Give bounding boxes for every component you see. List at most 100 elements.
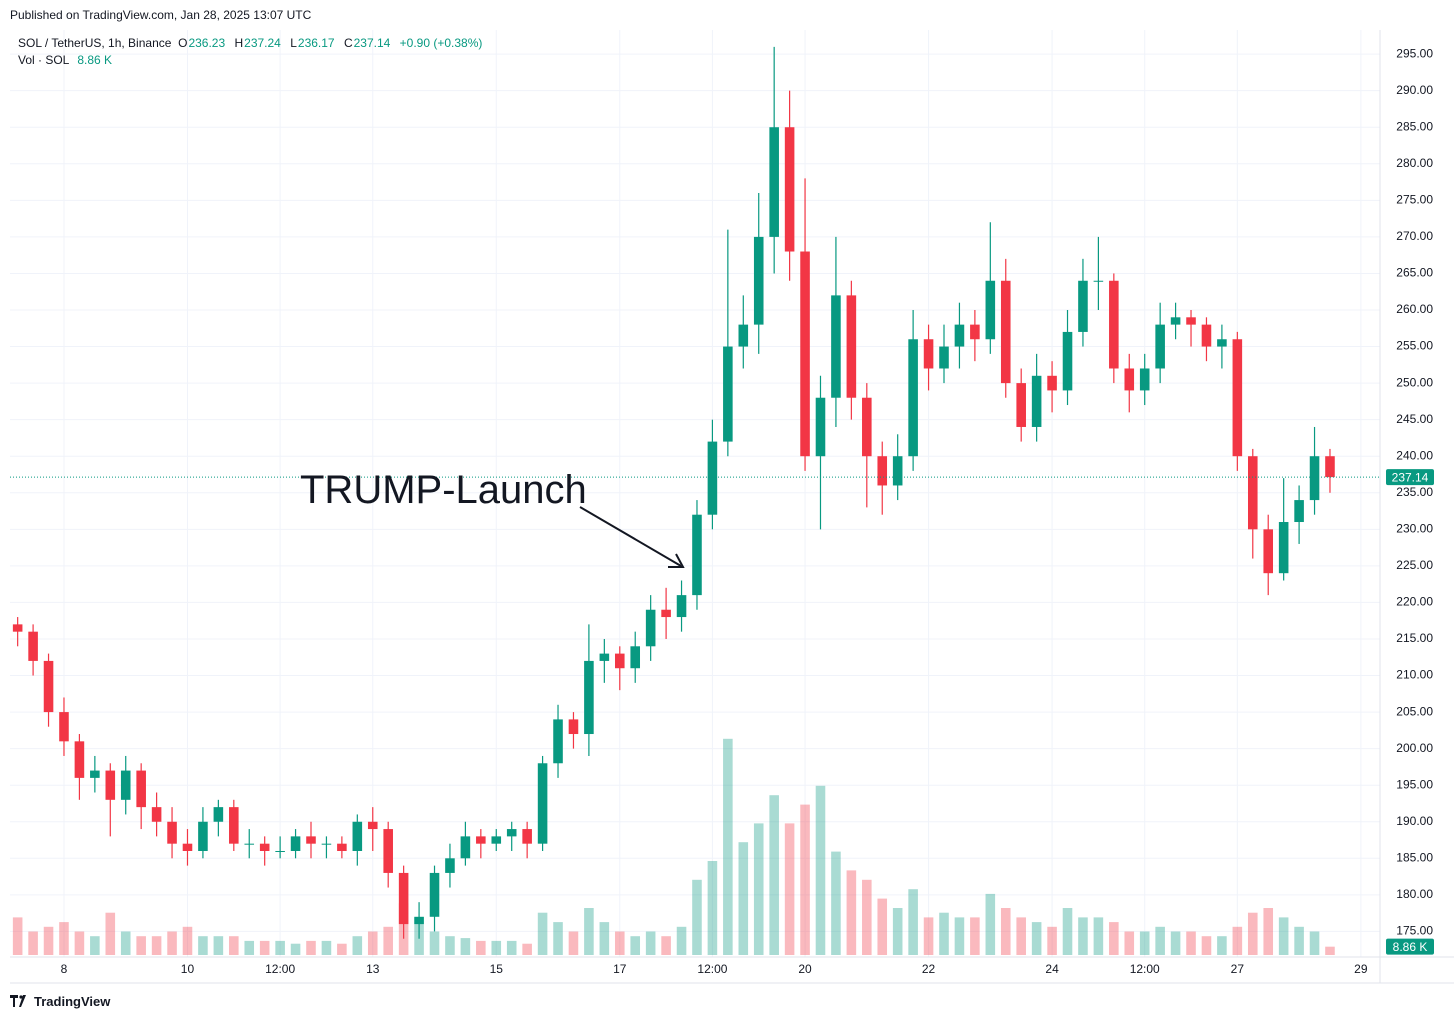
volume-bar	[877, 898, 888, 955]
volume-bar	[707, 861, 718, 955]
legend-value: 237.14	[353, 36, 391, 50]
y-tick-label: 195.00	[1396, 777, 1433, 791]
candle-body	[90, 770, 100, 778]
candle-body	[599, 653, 610, 661]
candle-body	[290, 836, 301, 851]
candle-body	[784, 127, 795, 252]
volume-bar	[198, 936, 208, 955]
y-tick-label: 255.00	[1396, 339, 1433, 353]
candle-body	[846, 295, 857, 398]
volume-bar	[738, 842, 749, 955]
candle-body	[1139, 368, 1150, 391]
candle-body	[1109, 280, 1119, 369]
candle-body	[738, 324, 749, 347]
volume-bar	[1309, 931, 1320, 955]
annotation: TRUMP-Launch	[300, 468, 587, 512]
x-tick-label: 12:00	[265, 962, 295, 976]
candle-body	[584, 660, 594, 735]
candle-body	[506, 829, 517, 837]
volume-bar	[59, 922, 69, 955]
volume-bar	[723, 738, 733, 955]
volume-bar	[321, 940, 332, 955]
volume-bar	[1201, 936, 1212, 955]
y-tick-label: 240.00	[1396, 448, 1433, 462]
y-tick-label: 200.00	[1396, 741, 1433, 755]
volume-bar	[815, 785, 826, 955]
candle-body	[707, 441, 718, 515]
x-tick-label: 15	[490, 962, 504, 976]
candle-body	[862, 397, 872, 457]
candle-body	[414, 916, 424, 925]
candle-body	[815, 397, 826, 457]
volume-bar	[692, 879, 702, 955]
volume-bar	[244, 940, 255, 955]
volume-bar	[120, 931, 131, 955]
candle-body	[1232, 339, 1243, 457]
legend-key: L	[290, 36, 297, 50]
volume-bar	[846, 870, 857, 955]
volume-bar	[213, 936, 224, 955]
candle-body	[1062, 331, 1073, 391]
candle-body	[522, 829, 532, 844]
candle-body	[59, 712, 69, 742]
volume-bar	[1217, 936, 1227, 955]
candle-body	[136, 770, 146, 808]
candle-body	[476, 836, 486, 844]
candle-body	[645, 609, 656, 647]
volume-bar	[445, 936, 455, 955]
candle-body	[892, 456, 903, 486]
volume-bar	[1278, 917, 1289, 955]
volume-row: Vol · SOL 8.86 K	[18, 52, 488, 69]
volume-bar	[167, 931, 177, 955]
volume-bar	[491, 940, 502, 955]
y-tick-label: 285.00	[1396, 119, 1433, 133]
candle-body	[553, 719, 563, 764]
candle-body	[676, 595, 687, 618]
y-tick-label: 210.00	[1396, 668, 1433, 682]
candle-body	[1078, 280, 1088, 332]
candle-body	[1217, 339, 1227, 347]
footer-brand: TradingView	[34, 994, 111, 1009]
volume-bar	[1170, 931, 1181, 955]
candle-body	[831, 295, 841, 398]
last-price-label: 237.14	[1392, 470, 1429, 484]
volume-bar	[1047, 926, 1057, 955]
candle-body	[1294, 500, 1304, 523]
legend-key: O	[178, 36, 188, 50]
candle-body	[769, 127, 779, 237]
candle-body	[182, 843, 193, 851]
volume-bar	[553, 922, 563, 955]
volume-bar	[28, 931, 38, 955]
y-tick-label: 220.00	[1396, 595, 1433, 609]
volume-bar	[290, 943, 301, 955]
volume-bar	[537, 912, 548, 955]
volume-bar	[306, 940, 316, 955]
candle-body	[1278, 522, 1289, 574]
candle-body	[259, 843, 270, 851]
candle-body	[1309, 456, 1320, 501]
candle-body	[383, 829, 393, 873]
y-tick-label: 250.00	[1396, 375, 1433, 389]
x-tick-label: 10	[181, 962, 195, 976]
candle-body	[74, 741, 85, 778]
candle-body	[537, 763, 548, 844]
candle-body	[877, 456, 888, 486]
header-row: SOL / TetherUS, 1h, Binance O236.23 H237…	[18, 35, 488, 52]
chart-header: SOL / TetherUS, 1h, Binance O236.23 H237…	[18, 35, 488, 69]
candle-body	[491, 836, 502, 844]
volume-bar	[970, 917, 980, 955]
volume-bar	[12, 917, 23, 955]
volume-bar	[985, 893, 996, 955]
x-tick-label: 29	[1354, 962, 1368, 976]
volume-bar	[151, 936, 162, 955]
y-tick-label: 280.00	[1396, 156, 1433, 170]
candle-body	[1047, 375, 1057, 391]
volume-bar	[476, 940, 486, 955]
candle-body	[1263, 529, 1274, 574]
volume-bar	[1294, 926, 1304, 955]
y-tick-label: 215.00	[1396, 631, 1433, 645]
legend-value: 237.24	[244, 36, 281, 50]
volume-bar	[1062, 908, 1073, 955]
